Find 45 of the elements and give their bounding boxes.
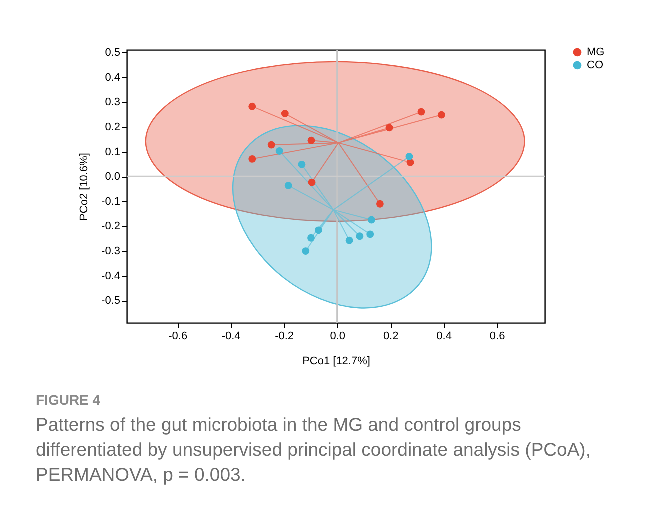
y-tick-label: 0.0 (105, 171, 120, 184)
point (308, 136, 316, 144)
point (406, 153, 414, 160)
point (418, 108, 426, 116)
point (376, 200, 384, 208)
point (302, 248, 310, 255)
x-tick-label: -0.2 (275, 330, 294, 342)
y-tick-label: 0.4 (105, 72, 120, 84)
point (356, 232, 364, 240)
x-tick-label: 0.2 (383, 330, 399, 342)
point (314, 226, 322, 234)
x-tick-label: -0.6 (168, 330, 188, 342)
legend-label: MG (587, 46, 605, 58)
x-tick-label: 0.0 (330, 330, 346, 342)
point (308, 178, 316, 186)
point (298, 160, 306, 168)
point (248, 156, 256, 163)
point (284, 182, 292, 190)
point (276, 148, 284, 155)
point (281, 110, 289, 118)
y-tick-label: -0.4 (102, 270, 120, 282)
text: Patterns of the gut microbiota in the MG and control groups differentiated by unsupervised principal coordinate analysis (PCoA), PERMANOVA, p = 0.003. (36, 413, 592, 487)
point (438, 111, 446, 119)
y-tick-label: -0.2 (102, 220, 120, 233)
y-tick-label: 0.3 (105, 96, 120, 109)
point (308, 234, 315, 242)
x-axis-title: PCo1 [12.7%] (302, 356, 370, 368)
point (268, 141, 276, 149)
y-tick-label: 0.2 (105, 121, 120, 134)
point (366, 230, 374, 238)
point (386, 124, 394, 132)
y-tick-label: -0.3 (102, 246, 120, 258)
y-tick-label: 0.1 (105, 146, 120, 158)
x-tick-label: 0.6 (490, 330, 506, 342)
x-tick-label: -0.4 (222, 330, 241, 342)
y-tick-label: -0.1 (102, 196, 120, 208)
point (346, 236, 354, 244)
caption: FIGURE 4 (36, 392, 102, 408)
y-tick-label: 0.5 (105, 46, 120, 59)
y-tick-label: -0.5 (102, 295, 120, 308)
point (248, 102, 256, 110)
y-axis-title: PCo2 [10.6%] (78, 153, 91, 221)
legend-label: CO (587, 60, 604, 72)
x-tick-label: 0.4 (436, 330, 452, 342)
point (368, 216, 376, 224)
